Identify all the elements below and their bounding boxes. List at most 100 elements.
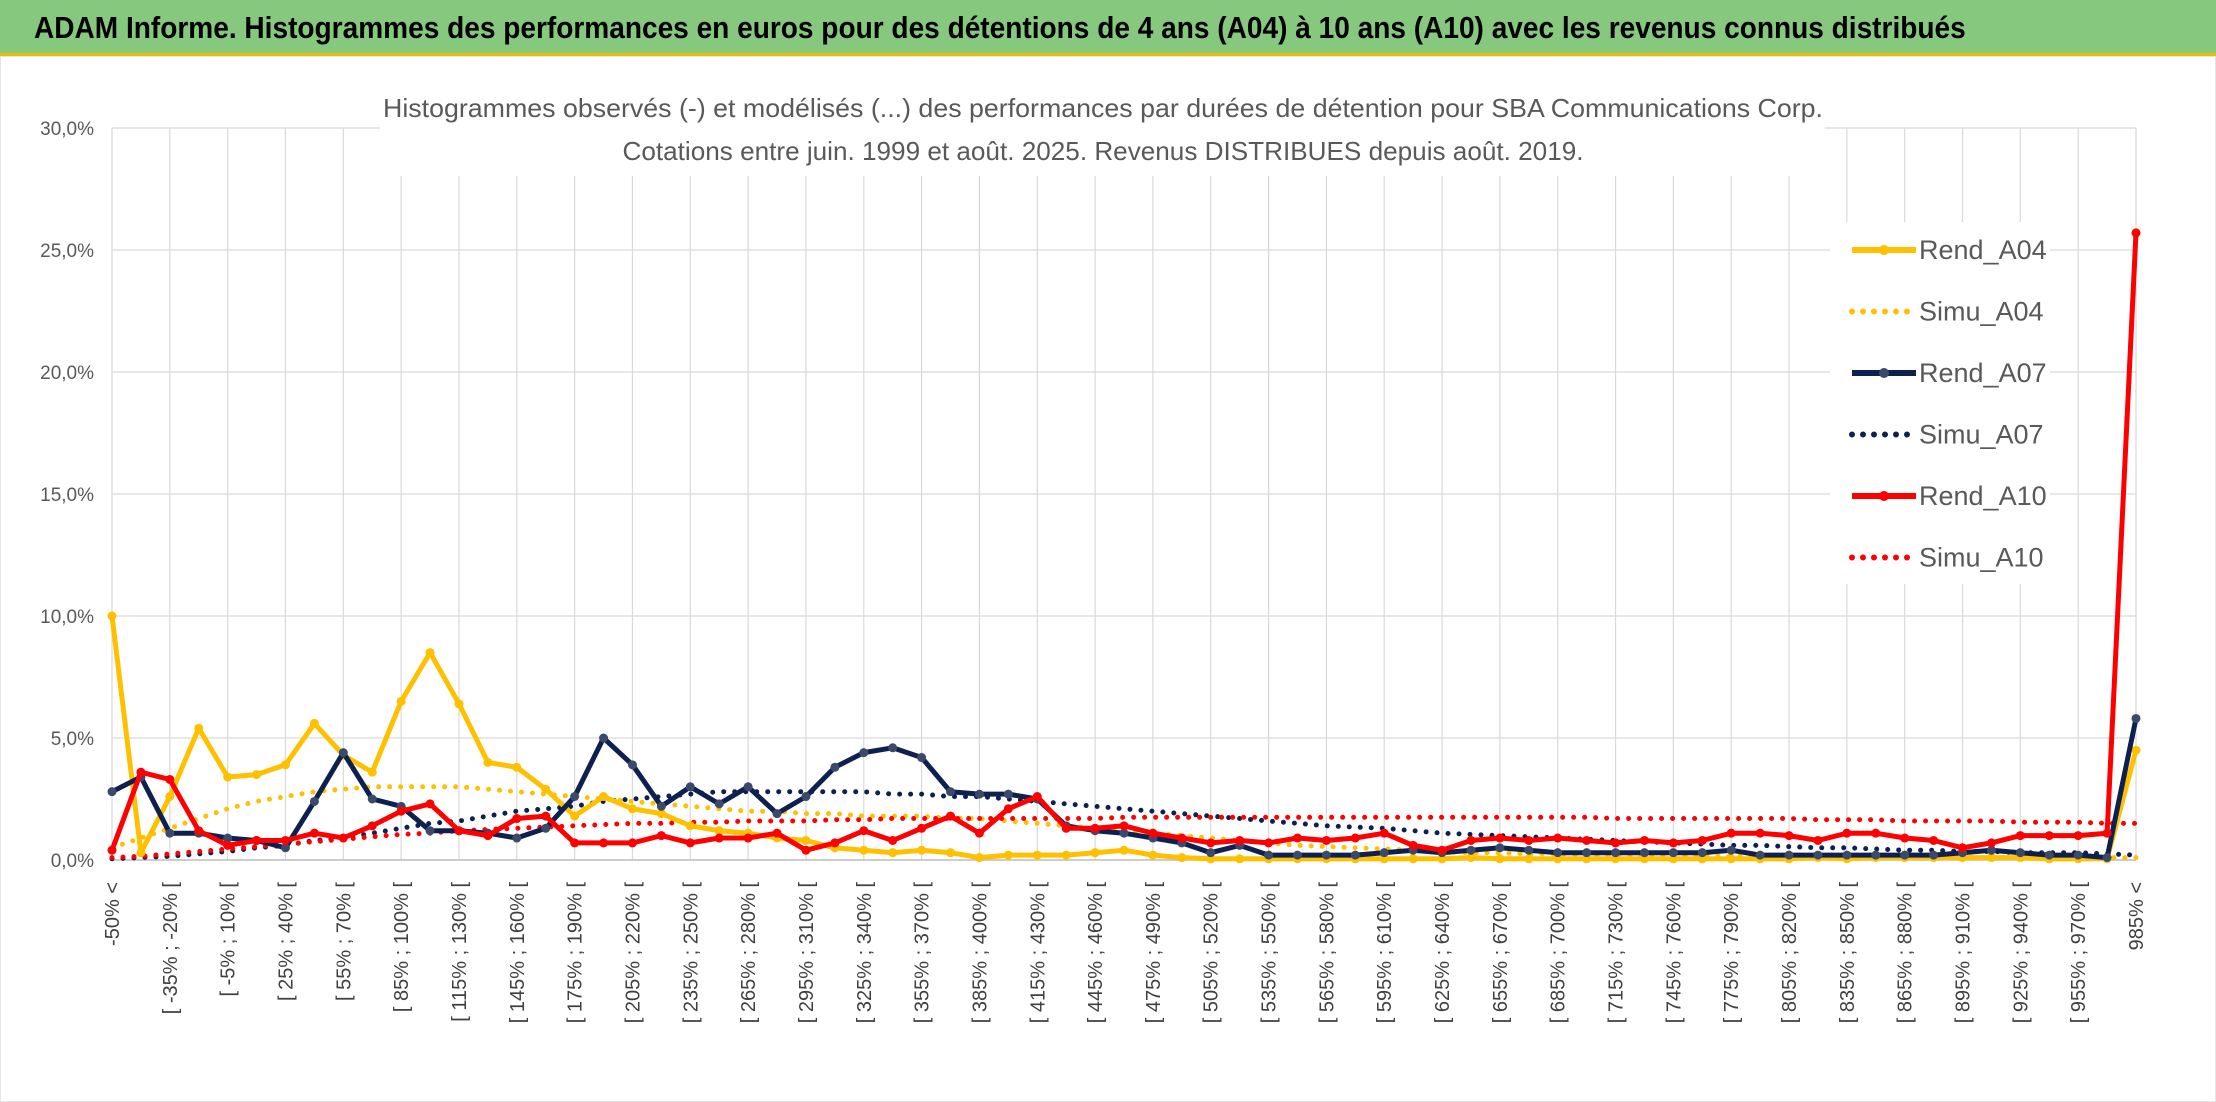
- data-point-rend-a10: [2044, 831, 2054, 841]
- data-point-rend-a07: [888, 743, 898, 753]
- data-point-rend-a10: [830, 838, 840, 848]
- data-point-rend-a04: [1119, 845, 1129, 855]
- x-tick-label: [ 385% ; 400% [: [969, 882, 991, 1024]
- data-point-rend-a07: [1929, 850, 1939, 860]
- data-point-rend-a10: [599, 838, 609, 848]
- data-point-rend-a07: [859, 748, 869, 758]
- data-point-rend-a07: [599, 733, 609, 743]
- data-point-rend-a10: [627, 838, 637, 848]
- data-point-rend-a04: [454, 699, 464, 709]
- data-point-rend-a10: [425, 799, 435, 809]
- data-point-rend-a10: [1032, 792, 1042, 802]
- report-banner-title: ADAM Informe. Histogrammes des performan…: [34, 10, 1966, 45]
- data-point-rend-a07: [685, 782, 695, 792]
- x-tick-label: [ 115% ; 130% [: [449, 882, 471, 1022]
- x-tick-label: [ 775% ; 790% [: [1721, 882, 1743, 1024]
- data-point-rend-a04: [165, 792, 175, 802]
- data-point-rend-a10: [1639, 835, 1649, 845]
- x-tick-label: [ 715% ; 730% [: [1606, 882, 1628, 1024]
- data-point-rend-a10: [2102, 828, 2112, 838]
- x-tick-label: [ 145% ; 160% [: [507, 882, 529, 1024]
- data-point-rend-a10: [541, 811, 551, 821]
- data-point-rend-a07: [512, 833, 522, 843]
- data-point-rend-a10: [1148, 828, 1158, 838]
- data-point-rend-a10: [483, 831, 493, 841]
- data-point-rend-a07: [1495, 843, 1505, 853]
- legend-label-rend-a07: Rend_A07: [1919, 358, 2047, 388]
- legend-marker-rend-a07: [1879, 368, 1889, 378]
- data-point-rend-a07: [1292, 850, 1302, 860]
- data-point-rend-a07: [338, 748, 348, 758]
- x-axis-tick-labels: -50% < [ -35% ; -20% [[ -5% ; 10% [[ 25% …: [102, 882, 2148, 1024]
- data-point-rend-a10: [396, 806, 406, 816]
- data-point-rend-a07: [1379, 848, 1389, 858]
- x-tick-label: [ 55% ; 70% [: [333, 882, 355, 1001]
- data-point-rend-a04: [1466, 853, 1476, 863]
- y-axis-tick-labels: 0,0% 5,0% 10,0% 15,0% 20,0% 25,0% 30,0%: [40, 119, 94, 872]
- data-point-rend-a04: [917, 845, 927, 855]
- data-point-rend-a04: [309, 718, 319, 728]
- data-point-rend-a10: [685, 838, 695, 848]
- data-point-rend-a04: [396, 696, 406, 706]
- data-point-rend-a07: [627, 760, 637, 770]
- series-line-simu-a10: [109, 814, 2139, 861]
- data-point-rend-a04: [1032, 850, 1042, 860]
- data-point-rend-a10: [1090, 823, 1100, 833]
- x-tick-label: [ -5% ; 10% [: [218, 882, 240, 997]
- data-point-rend-a07: [2015, 848, 2025, 858]
- data-point-rend-a04: [685, 821, 695, 831]
- legend-marker-rend-a10: [1879, 491, 1889, 501]
- data-point-rend-a07: [801, 792, 811, 802]
- data-point-rend-a04: [2131, 745, 2141, 755]
- data-point-rend-a10: [1350, 833, 1360, 843]
- x-tick-label: [ 565% ; 580% [: [1316, 882, 1338, 1024]
- data-point-rend-a10: [1668, 838, 1678, 848]
- data-point-rend-a10: [1119, 821, 1129, 831]
- x-tick-label: [ 25% ; 40% [: [275, 882, 297, 1001]
- x-tick-label: [ 595% ; 610% [: [1374, 882, 1396, 1024]
- data-point-rend-a10: [1321, 835, 1331, 845]
- data-point-rend-a10: [1986, 838, 1996, 848]
- data-point-rend-a10: [2131, 228, 2141, 238]
- data-point-rend-a07: [1842, 850, 1852, 860]
- legend-label-rend-a04: Rend_A04: [1919, 235, 2047, 265]
- data-point-rend-a10: [1697, 835, 1707, 845]
- data-point-rend-a04: [425, 648, 435, 658]
- data-point-rend-a10: [1061, 823, 1071, 833]
- data-point-rend-a07: [1611, 848, 1621, 858]
- data-point-rend-a10: [859, 826, 869, 836]
- data-point-rend-a04: [656, 809, 666, 819]
- data-point-rend-a04: [252, 770, 262, 780]
- x-tick-label: [ 445% ; 460% [: [1085, 882, 1107, 1024]
- data-point-rend-a10: [107, 845, 117, 855]
- data-point-rend-a07: [367, 794, 377, 804]
- chart-series: [107, 228, 2141, 864]
- x-tick-label: [ 685% ; 700% [: [1548, 882, 1570, 1024]
- data-point-rend-a04: [627, 804, 637, 814]
- data-point-rend-a10: [1553, 833, 1563, 843]
- data-point-rend-a07: [656, 801, 666, 811]
- data-point-rend-a10: [1437, 845, 1447, 855]
- data-point-rend-a10: [888, 835, 898, 845]
- data-point-rend-a04: [888, 848, 898, 858]
- data-point-rend-a07: [1321, 850, 1331, 860]
- data-point-rend-a04: [367, 767, 377, 777]
- y-tick-label: 20,0%: [40, 363, 94, 384]
- chart-legend: Rend_A04 Simu_A04 Rend_A07 Simu_A07 Rend_A10…: [1830, 222, 2050, 584]
- x-tick-label: [ 745% ; 760% [: [1663, 882, 1685, 1024]
- data-point-rend-a10: [1813, 835, 1823, 845]
- data-point-rend-a07: [1697, 848, 1707, 858]
- data-point-rend-a07: [1466, 845, 1476, 855]
- x-tick-label: [ 85% ; 100% [: [391, 882, 413, 1013]
- data-point-rend-a04: [859, 845, 869, 855]
- data-point-rend-a04: [194, 723, 204, 733]
- data-point-rend-a04: [1235, 854, 1245, 864]
- data-point-rend-a10: [136, 767, 146, 777]
- data-point-rend-a10: [309, 828, 319, 838]
- x-tick-label: [ 925% ; 940% [: [2010, 882, 2032, 1024]
- data-point-rend-a10: [1003, 804, 1013, 814]
- chart-title-background: [380, 80, 1825, 176]
- chart-title: Histogrammes observés (-) et modélisés (…: [383, 93, 1823, 123]
- data-point-rend-a07: [1553, 848, 1563, 858]
- data-point-rend-a10: [1726, 828, 1736, 838]
